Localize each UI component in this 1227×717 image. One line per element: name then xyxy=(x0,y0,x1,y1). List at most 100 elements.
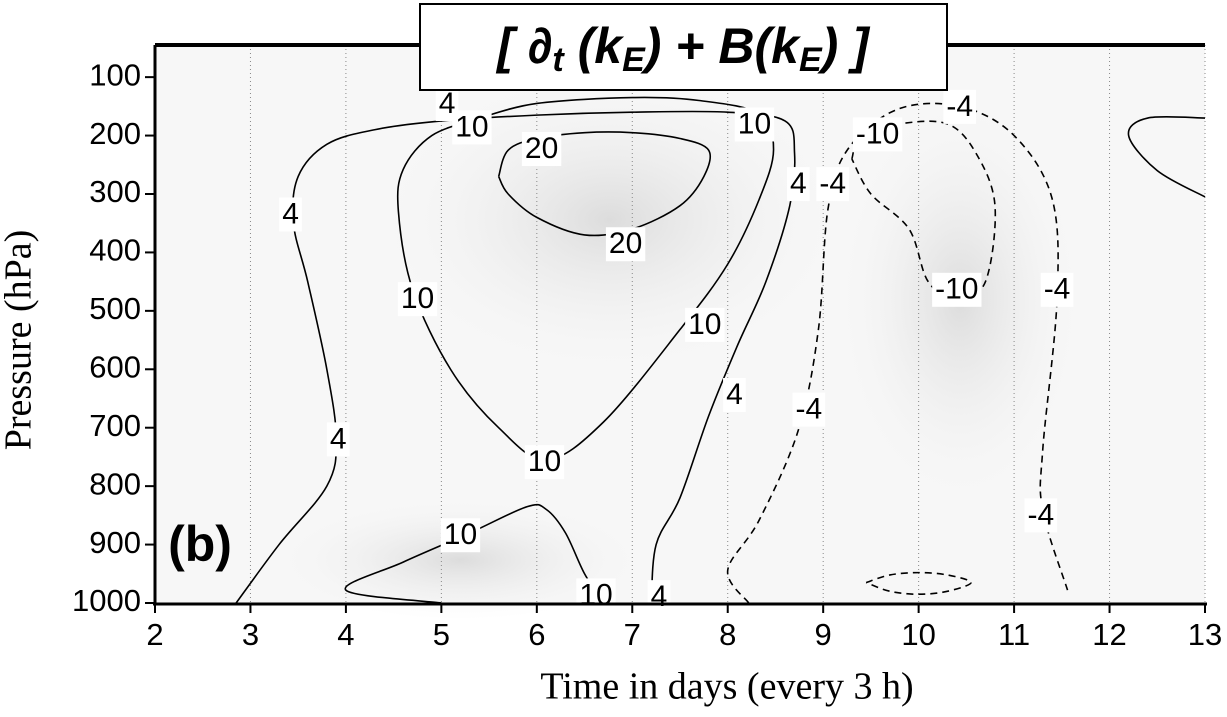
y-axis-label: Pressure (hPa) xyxy=(0,230,40,451)
contour-label-bg xyxy=(943,89,977,124)
contour-label: 4 xyxy=(787,167,810,202)
title-part: E xyxy=(622,41,646,79)
contour-label: 10 xyxy=(452,110,492,145)
contour-label: 4 xyxy=(647,580,671,615)
contour-label: -4 xyxy=(792,392,826,427)
y-tick-label: 500 xyxy=(89,291,141,326)
contour-label-bg xyxy=(452,110,492,145)
contour-label-text: -4 xyxy=(1044,273,1071,306)
x-tick-label: 2 xyxy=(146,617,163,652)
y-tick-label: 900 xyxy=(89,525,141,560)
contour-label-text: 4 xyxy=(439,87,456,120)
contour-label-bg xyxy=(576,578,616,613)
contour-line xyxy=(396,96,775,461)
shading xyxy=(280,500,640,620)
y-tick-label: 400 xyxy=(89,233,141,268)
contour-label-bg xyxy=(852,117,903,152)
x-tick-label: 12 xyxy=(1092,617,1126,652)
contour-label-bg xyxy=(605,227,646,262)
contour-label-text: -4 xyxy=(796,393,823,426)
contour-label-bg xyxy=(787,167,810,202)
contour-line xyxy=(1127,115,1206,198)
contour-label-text: -4 xyxy=(819,167,846,200)
contour-label-text: 4 xyxy=(726,378,743,411)
contour-label-bg xyxy=(647,580,671,615)
contour-label-bg xyxy=(932,272,982,307)
contour-label: 20 xyxy=(605,227,646,262)
shading xyxy=(380,70,840,370)
contour-label-bg xyxy=(723,377,746,412)
contour-label-text: 4 xyxy=(651,580,668,613)
x-tick-label: 5 xyxy=(433,617,450,652)
contour-label-bg xyxy=(440,518,481,553)
contour-label: 10 xyxy=(576,578,616,613)
contour-label-text: 10 xyxy=(738,107,771,140)
contour-line xyxy=(726,102,1069,604)
contour-label-bg xyxy=(524,445,565,480)
y-tick-label: 600 xyxy=(89,349,141,384)
contour-label-bg xyxy=(792,392,826,427)
contour-label: -10 xyxy=(932,272,982,307)
contour-label: 4 xyxy=(279,197,302,232)
y-tick-label: 300 xyxy=(89,174,141,209)
contour-label-text: -4 xyxy=(1027,498,1054,531)
contour-label: 10 xyxy=(685,307,725,342)
title-box xyxy=(419,3,948,91)
contour-label-text: 4 xyxy=(790,167,807,200)
contour-label-text: 4 xyxy=(330,422,347,455)
x-tick-label: 8 xyxy=(719,617,736,652)
contour-label: -4 xyxy=(816,167,850,202)
contour-label: 10 xyxy=(397,282,438,317)
contour-label-text: 10 xyxy=(455,110,488,143)
contour-label-text: 4 xyxy=(282,197,299,230)
contour-label-text: 10 xyxy=(528,445,561,478)
contour-label: 10 xyxy=(734,107,775,142)
contour-label-bg xyxy=(279,197,302,232)
contour-label: -10 xyxy=(852,117,903,152)
title-part: [ ∂ xyxy=(495,18,552,74)
y-tick-label: 700 xyxy=(89,408,141,443)
contour-label-bg xyxy=(816,167,850,202)
contour-label-bg xyxy=(1024,498,1058,533)
contour-label-text: -4 xyxy=(946,90,973,123)
x-tick-label: 11 xyxy=(998,617,1030,652)
contour-label-bg xyxy=(521,132,562,167)
contour-line xyxy=(235,110,796,604)
y-tick-label: 1000 xyxy=(72,583,141,618)
contour-label: 10 xyxy=(524,445,565,480)
x-tick-label: 3 xyxy=(242,617,259,652)
contour-label-text: 10 xyxy=(688,308,721,341)
y-tick-label: 100 xyxy=(89,57,141,92)
y-tick-label: 200 xyxy=(89,116,141,151)
x-tick-label: 4 xyxy=(337,617,354,652)
title-part: ) ] xyxy=(817,18,872,74)
ticks: 2 3 4 5 6 7 8 9 10 11 12 13 100 200 300 400 500 600 700 800… xyxy=(72,57,1222,652)
title-part: (k xyxy=(564,18,625,74)
y-tick-label: 800 xyxy=(89,466,141,501)
contour-label: -4 xyxy=(943,89,977,124)
x-tick-label: 13 xyxy=(1188,617,1222,652)
contour-label: 4 xyxy=(326,422,350,457)
x-tick-label: 7 xyxy=(624,617,641,652)
contour-line xyxy=(865,571,972,596)
x-tick-label: 9 xyxy=(815,617,832,652)
title-part: t xyxy=(552,41,565,79)
contour-label: 10 xyxy=(440,518,481,553)
contour-label-bg xyxy=(1040,272,1074,307)
contour-label: -4 xyxy=(1040,272,1074,307)
contour-label-bg xyxy=(397,282,438,317)
title-part: E xyxy=(799,41,823,79)
contour-line xyxy=(344,503,605,604)
panel-label: (b) xyxy=(168,516,232,572)
contour-label: 20 xyxy=(521,132,562,167)
contour-label-bg xyxy=(734,107,775,142)
contour-label-text: 10 xyxy=(401,282,434,315)
contour-label-text: 10 xyxy=(444,518,477,551)
contour-label: 4 xyxy=(723,378,746,412)
contour-label-bg xyxy=(685,307,725,342)
contour-label-text: -10 xyxy=(935,273,978,306)
x-tick-label: 6 xyxy=(528,617,545,652)
